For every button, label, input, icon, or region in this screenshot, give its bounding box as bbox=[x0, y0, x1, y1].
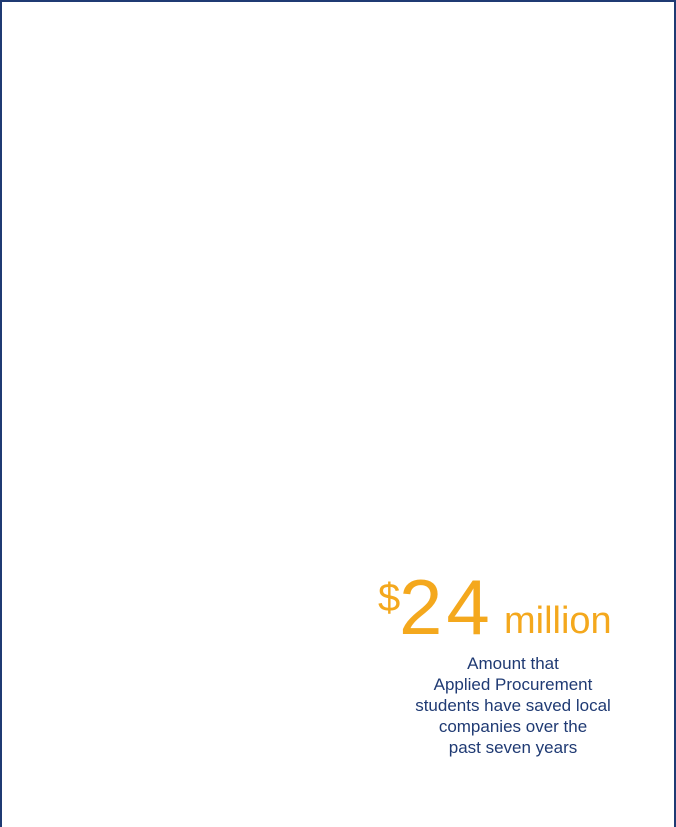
caption-line: companies over the bbox=[438, 717, 588, 736]
caption-line: Applied Procurement bbox=[433, 675, 593, 694]
caption-line: Amount that bbox=[467, 654, 559, 673]
currency-symbol: $ bbox=[378, 576, 401, 620]
savings-caption: Amount that Applied Procurement students… bbox=[378, 653, 648, 758]
caption-line: students have saved local bbox=[415, 696, 611, 715]
savings-amount: 24 bbox=[399, 563, 494, 651]
savings-unit: million bbox=[504, 600, 612, 642]
caption-line: past seven years bbox=[448, 738, 578, 757]
savings-figure: $ 24 million bbox=[378, 568, 668, 648]
